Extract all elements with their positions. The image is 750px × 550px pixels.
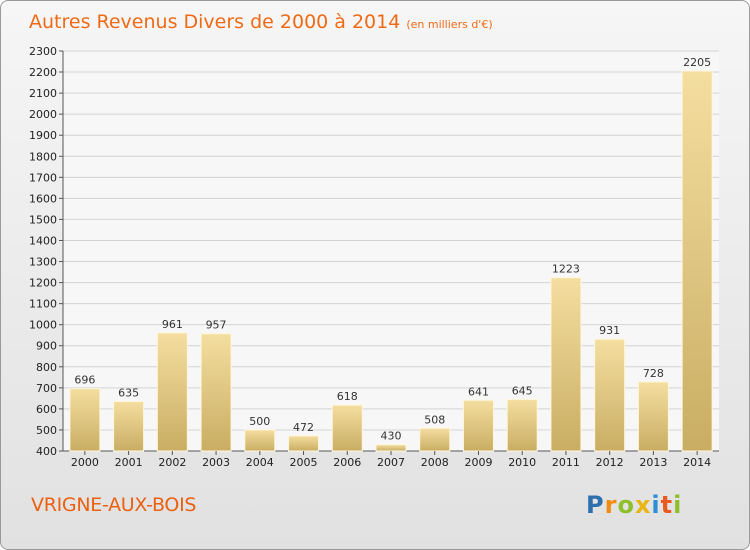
x-tick-label: 2005 — [290, 456, 318, 469]
bar — [419, 427, 451, 452]
bar-value-label: 430 — [381, 430, 402, 443]
y-tick-label: 1000 — [29, 319, 57, 332]
logo-letter: i — [673, 491, 683, 519]
bar — [506, 398, 538, 452]
y-tick-label: 1900 — [29, 129, 57, 142]
x-tick-label: 2008 — [421, 456, 449, 469]
x-tick-label: 2004 — [246, 456, 274, 469]
bar — [637, 381, 669, 452]
bar-value-label: 696 — [74, 374, 95, 387]
y-tick-label: 1400 — [29, 234, 57, 247]
bar — [550, 277, 582, 452]
chart-subtitle: (en milliers d'€) — [406, 18, 493, 31]
x-tick-label: 2001 — [115, 456, 143, 469]
y-tick-label: 600 — [36, 403, 57, 416]
bar — [200, 333, 232, 452]
bar — [288, 435, 320, 452]
y-tick-label: 2100 — [29, 87, 57, 100]
logo-letter: P — [586, 491, 605, 519]
bar — [244, 429, 276, 452]
bar-value-label: 645 — [512, 384, 533, 397]
bar — [375, 444, 407, 452]
bar — [594, 338, 626, 452]
y-tick-label: 500 — [36, 424, 57, 437]
logo-letter: i — [651, 491, 661, 519]
bar — [113, 401, 145, 452]
logo-letter: o — [617, 491, 635, 519]
y-tick-label: 1500 — [29, 213, 57, 226]
bar-value-label: 961 — [162, 318, 183, 331]
y-tick-label: 700 — [36, 382, 57, 395]
y-tick-label: 2200 — [29, 66, 57, 79]
bar-value-label: 931 — [599, 324, 620, 337]
bar-value-label: 508 — [424, 413, 445, 426]
logo-letter: x — [634, 491, 652, 519]
y-tick-label: 1300 — [29, 256, 57, 269]
chart-title-text: Autres Revenus Divers de 2000 à 2014 — [29, 11, 401, 33]
bar — [69, 388, 101, 452]
x-tick-label: 2014 — [683, 456, 711, 469]
x-tick-label: 2009 — [464, 456, 492, 469]
bar — [331, 404, 363, 452]
x-tick-label: 2000 — [71, 456, 99, 469]
y-tick-label: 1600 — [29, 192, 57, 205]
x-tick-label: 2012 — [596, 456, 624, 469]
logo-letter: r — [604, 491, 618, 519]
bar-value-label: 500 — [249, 415, 270, 428]
bar-value-label: 618 — [337, 390, 358, 403]
chart-title: Autres Revenus Divers de 2000 à 2014 (en … — [29, 11, 493, 33]
x-tick-label: 2006 — [333, 456, 361, 469]
x-tick-label: 2002 — [158, 456, 186, 469]
x-tick-label: 2011 — [552, 456, 580, 469]
y-tick-label: 1100 — [29, 298, 57, 311]
bar-value-label: 641 — [468, 385, 489, 398]
bar-value-label: 1223 — [552, 263, 580, 276]
proxiti-logo: Proxiti — [586, 491, 682, 519]
bar-value-label: 728 — [643, 367, 664, 380]
bar — [681, 70, 713, 452]
bar — [462, 399, 494, 452]
y-tick-label: 2300 — [29, 45, 57, 58]
y-tick-label: 1800 — [29, 150, 57, 163]
x-tick-label: 2003 — [202, 456, 230, 469]
y-tick-label: 400 — [36, 445, 57, 458]
place-name: VRIGNE-AUX-BOIS — [31, 494, 197, 516]
logo-letter: t — [660, 491, 674, 519]
y-tick-label: 2000 — [29, 108, 57, 121]
x-tick-label: 2010 — [508, 456, 536, 469]
x-tick-label: 2013 — [639, 456, 667, 469]
y-tick-label: 800 — [36, 361, 57, 374]
bar-value-label: 2205 — [683, 56, 711, 69]
bar-value-label: 957 — [206, 319, 227, 332]
y-tick-label: 1700 — [29, 171, 57, 184]
bar-value-label: 472 — [293, 421, 314, 434]
x-tick-label: 2007 — [377, 456, 405, 469]
bar-value-label: 635 — [118, 387, 139, 400]
y-tick-label: 1200 — [29, 277, 57, 290]
bar — [156, 332, 188, 452]
y-tick-label: 900 — [36, 340, 57, 353]
